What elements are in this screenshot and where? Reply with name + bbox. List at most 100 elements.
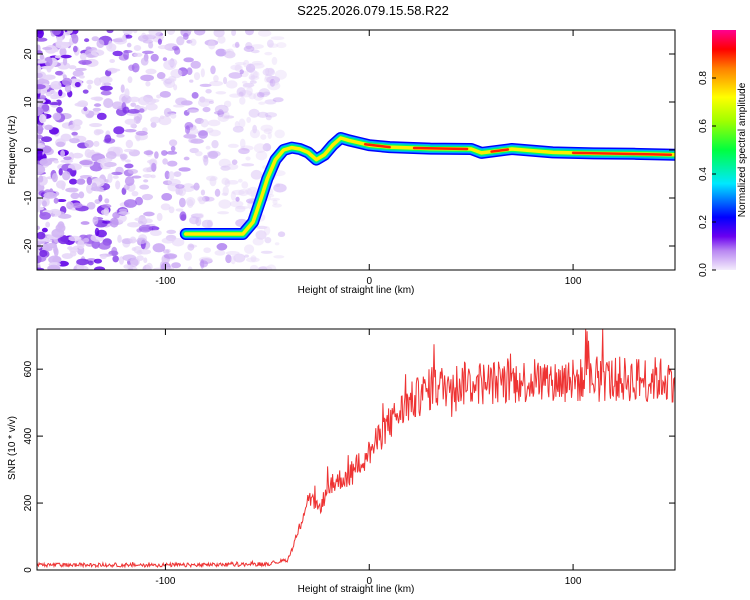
spectrogram-noise-blob <box>145 262 153 270</box>
snr-ytick-label: 600 <box>23 360 34 377</box>
spectrogram-noise-blob <box>243 45 255 52</box>
spectrogram-noise-blob <box>62 170 71 181</box>
spectrogram-noise-blob <box>41 65 54 70</box>
spectrogram-noise-blob <box>67 235 82 242</box>
spectrogram-noise-blob <box>37 150 43 159</box>
spectrogram-noise-blob <box>37 37 48 42</box>
spectrogram-noise-blob <box>89 122 103 128</box>
spectrogram-noise-blob <box>258 101 266 105</box>
spectrogram-noise-blob <box>150 229 162 237</box>
spectrogram-noise-blob <box>238 91 244 97</box>
spectrogram-noise-blob <box>199 83 212 87</box>
spectrogram-noise-blob <box>37 197 42 207</box>
spectrogram-noise-blob <box>121 95 132 104</box>
spectrogram-noise-blob <box>37 64 42 74</box>
spectrogram-noise-blob <box>233 253 246 263</box>
spectrogram-noise-blob <box>229 93 242 98</box>
spectrogram-noise-blob <box>186 67 193 75</box>
spectrogram-noise-blob <box>234 64 243 72</box>
spectrogram-noise-blob <box>234 41 240 48</box>
spectrogram-noise-blob <box>133 52 143 57</box>
spectrogram-noise-blob <box>200 119 209 128</box>
spectrogram-noise-blob <box>37 164 46 175</box>
spectrogram-noise-blob <box>230 64 242 71</box>
spectrogram-noise-blob <box>249 264 259 270</box>
spectrogram-noise-blob <box>42 200 47 207</box>
spectrogram-noise-blob <box>132 30 138 34</box>
spectrogram-noise-blob <box>118 208 128 213</box>
spectrogram-noise-blob <box>96 159 107 164</box>
colorbar-tick-label: 0.8 <box>698 71 709 85</box>
spectrogram-noise-blob <box>237 178 243 183</box>
spectrogram-noise-blob <box>197 213 204 219</box>
spectrogram-noise-blob <box>183 133 197 139</box>
spectrogram-noise-blob <box>72 70 84 77</box>
spectrogram-noise-blob <box>241 80 248 84</box>
spectrogram-noise-blob <box>200 189 206 196</box>
spectrogram-noise-blob <box>248 75 260 81</box>
spectrogram-noise-blob <box>177 187 187 197</box>
spectrogram-noise-blob <box>245 42 253 50</box>
spectrogram-ylabel: Frequency (Hz) <box>7 116 18 185</box>
snr-xtick-label: 0 <box>366 576 372 587</box>
spectrogram-noise-blob <box>124 176 135 186</box>
spectrogram-noise-blob <box>200 68 205 78</box>
spectrogram-noise-blob <box>238 148 250 155</box>
spectrogram-noise-blob <box>161 150 168 156</box>
spectrogram-noise-blob <box>96 112 107 121</box>
spectrogram-noise-blob <box>198 130 208 139</box>
spectrogram-noise-blob <box>45 91 52 97</box>
spectrogram-ridge-core <box>412 146 469 151</box>
spectrogram-noise-blob <box>258 266 273 270</box>
spectrogram-noise-blob <box>272 199 278 205</box>
spectrogram-noise-blob <box>222 76 228 85</box>
spectrogram-noise-blob <box>81 61 87 65</box>
spectrogram-noise-blob <box>251 44 264 49</box>
spectrogram-noise-blob <box>84 148 92 158</box>
spectrogram-noise-blob <box>238 189 249 197</box>
spectrogram-noise-blob <box>194 30 206 36</box>
spectrogram-noise-blob <box>138 224 153 233</box>
spectrogram-noise-blob <box>262 91 271 96</box>
spectrogram-noise-blob <box>145 80 151 87</box>
spectrogram-ytick-label: -20 <box>23 238 34 253</box>
spectrogram-noise-blob <box>256 225 268 230</box>
spectrogram-noise-blob <box>69 247 79 253</box>
spectrogram-noise-blob <box>187 266 193 270</box>
spectrogram-noise-blob <box>178 197 186 208</box>
spectrogram-noise-blob <box>189 79 194 83</box>
spectrogram-noise-blob <box>273 183 287 193</box>
spectrogram-noise-blob <box>179 211 187 221</box>
spectrogram-noise-blob <box>195 217 202 227</box>
spectrogram-noise-blob <box>256 91 265 98</box>
spectrogram-noise-blob <box>59 47 67 57</box>
spectrogram-noise-blob <box>260 134 267 140</box>
spectrogram-noise-blob <box>37 84 46 90</box>
spectrogram-noise-blob <box>126 42 132 48</box>
spectrogram-noise-blob <box>250 70 258 80</box>
spectrogram-noise-blob <box>51 228 65 238</box>
spectrogram-noise-blob <box>140 57 149 66</box>
spectrogram-noise-blob <box>145 68 157 75</box>
spectrogram-noise-blob <box>240 145 254 151</box>
spectrogram-noise-blob <box>93 129 102 136</box>
spectrogram-noise-blob <box>178 167 191 172</box>
spectrogram-noise-blob <box>275 182 280 188</box>
spectrogram-noise-blob <box>171 262 181 269</box>
spectrogram-noise-blob <box>60 150 65 158</box>
spectrogram-noise-blob <box>272 203 282 208</box>
spectrogram-noise-blob <box>98 242 111 250</box>
spectrogram-noise-blob <box>37 44 41 52</box>
spectrogram-noise-blob <box>69 178 78 185</box>
spectrogram-noise-blob <box>112 212 120 219</box>
spectrogram-noise-blob <box>143 179 149 183</box>
spectrogram-noise-blob <box>264 237 272 244</box>
spectrogram-xtick-label: 0 <box>366 276 372 287</box>
spectrogram-noise-blob <box>90 96 104 101</box>
spectrogram-noise-blob <box>224 179 231 188</box>
spectrogram-noise-blob <box>93 266 106 270</box>
spectrogram-noise-blob <box>245 156 251 161</box>
spectrogram-noise-blob <box>170 68 183 79</box>
spectrogram-noise-blob <box>98 76 113 84</box>
